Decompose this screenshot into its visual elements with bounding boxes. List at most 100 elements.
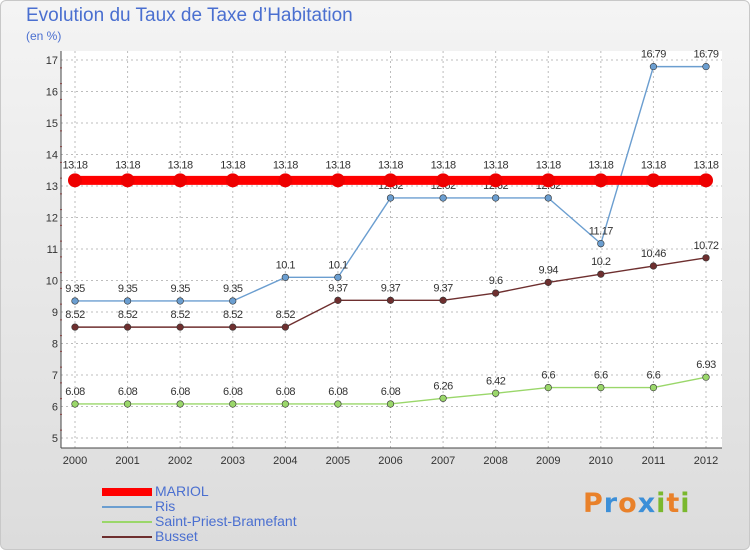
data-point	[281, 400, 289, 408]
data-point	[386, 194, 395, 202]
y-tick-label: 14	[46, 150, 58, 162]
data-point	[176, 400, 184, 408]
data-point	[334, 273, 342, 281]
data-point	[544, 384, 552, 392]
data-label: 8.52	[223, 309, 243, 321]
y-tick-label: 15	[46, 118, 58, 130]
data-point	[229, 297, 237, 305]
data-point	[593, 173, 608, 188]
data-label: 13.18	[431, 159, 456, 171]
data-label: 13.18	[483, 159, 508, 171]
data-point	[597, 384, 605, 392]
y-unit-label: (en %)	[26, 29, 62, 43]
legend-swatch	[102, 488, 152, 496]
legend-label: MARIOL	[155, 483, 209, 499]
y-tick-label: 16	[46, 87, 58, 99]
legend-label: Busset	[155, 528, 198, 544]
data-point	[281, 323, 289, 331]
x-tick-label: 2006	[378, 455, 402, 467]
data-point	[334, 296, 342, 304]
y-tick-label: 17	[46, 55, 58, 67]
data-point	[646, 173, 661, 188]
data-label: 13.18	[588, 159, 613, 171]
data-label: 6.08	[65, 386, 85, 398]
data-point	[492, 289, 500, 297]
data-point	[488, 173, 503, 188]
data-label: 13.18	[220, 159, 245, 171]
data-point	[439, 194, 447, 202]
data-label: 6.6	[647, 370, 661, 382]
data-point	[702, 63, 710, 71]
data-label: 16.79	[641, 49, 666, 61]
data-point	[120, 173, 135, 188]
x-tick-label: 2007	[431, 455, 455, 467]
x-tick-label: 2005	[326, 455, 350, 467]
logo-letter: o	[618, 488, 638, 519]
data-point	[229, 323, 237, 331]
data-point	[176, 323, 184, 331]
x-tick-label: 2002	[168, 455, 192, 467]
data-label: 10.1	[328, 259, 348, 271]
data-point	[702, 254, 710, 262]
data-point	[123, 323, 132, 331]
data-label: 6.08	[328, 386, 348, 398]
logo-letter: r	[603, 488, 619, 519]
data-label: 9.35	[118, 283, 138, 295]
y-tick-label: 8	[52, 339, 58, 351]
data-label: 10.46	[641, 248, 666, 260]
data-label: 6.08	[118, 386, 138, 398]
data-point	[702, 373, 710, 381]
data-point	[386, 296, 395, 304]
y-tick-label: 12	[46, 213, 58, 225]
legend-label: Saint-Priest-Bramefant	[155, 513, 297, 529]
proxiti-logo: Proxiti	[583, 488, 691, 519]
data-point	[176, 297, 184, 305]
data-point	[649, 384, 658, 392]
data-point	[71, 323, 79, 331]
logo-letter: x	[637, 488, 657, 519]
data-label: 10.2	[591, 256, 611, 268]
y-tick-label: 10	[46, 276, 58, 288]
data-point	[597, 240, 605, 248]
data-point	[649, 63, 658, 71]
data-label: 9.37	[328, 282, 348, 294]
x-tick-label: 2010	[589, 455, 613, 467]
data-label: 13.18	[62, 159, 87, 171]
data-label: 8.52	[118, 309, 138, 321]
data-point	[492, 389, 500, 397]
data-point	[544, 278, 552, 286]
data-point	[436, 173, 451, 188]
data-point	[439, 394, 447, 402]
x-tick-label: 2012	[694, 455, 718, 467]
data-point	[123, 400, 132, 408]
x-tick-label: 2003	[221, 455, 245, 467]
data-label: 9.37	[433, 282, 453, 294]
data-label: 6.6	[594, 370, 608, 382]
data-label: 9.6	[489, 275, 503, 287]
legend-swatch	[102, 536, 152, 538]
y-tick-label: 9	[52, 307, 58, 319]
data-label: 13.18	[325, 159, 350, 171]
data-label: 13.18	[115, 159, 140, 171]
x-tick-label: 2004	[273, 455, 297, 467]
y-tick-label: 5	[52, 433, 58, 445]
logo-letter: t	[666, 488, 681, 519]
data-label: 9.35	[170, 283, 190, 295]
data-point	[541, 173, 556, 188]
data-point	[281, 273, 289, 281]
legend-label: Ris	[155, 498, 176, 514]
x-tick-label: 2009	[536, 455, 560, 467]
data-point	[225, 173, 240, 188]
data-label: 10.1	[276, 259, 296, 271]
logo-letter: i	[680, 488, 691, 519]
y-tick-label: 11	[47, 244, 58, 256]
data-label: 8.52	[170, 309, 190, 321]
data-label: 9.37	[381, 282, 401, 294]
data-label: 6.08	[381, 386, 401, 398]
data-point	[383, 173, 398, 188]
logo-letter: i	[656, 488, 667, 519]
y-tick-label: 13	[46, 181, 58, 193]
data-point	[492, 194, 500, 202]
data-label: 13.18	[168, 159, 193, 171]
